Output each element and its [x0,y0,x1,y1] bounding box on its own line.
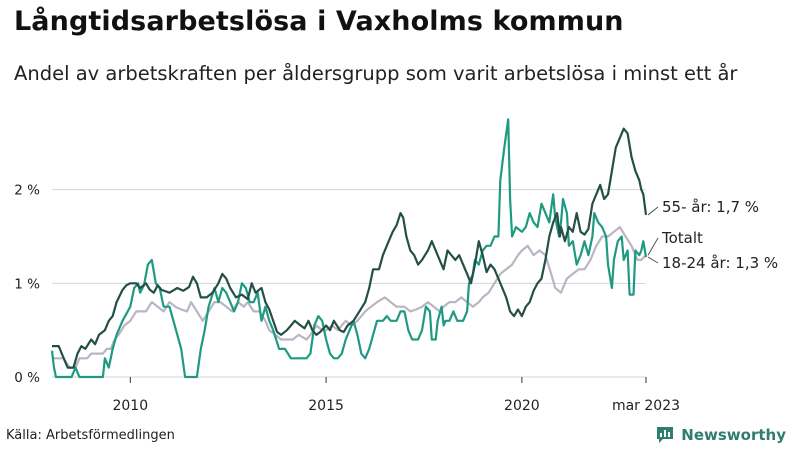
y-tick-label: 0 % [14,370,40,386]
brand-name: Newsworthy [681,426,786,444]
newsworthy-chart-icon [657,427,674,443]
chart-title: Långtidsarbetslösa i Vaxholms kommun [14,6,624,37]
x-tick-label: 2010 [112,398,148,414]
x-tick-label: 2015 [308,398,344,414]
series-line-teal [50,118,648,379]
x-tick-marks [129,377,647,383]
series-lines [50,118,648,379]
end-label-gray: Totalt [661,229,703,247]
chart-subtitle: Andel av arbetskraften per åldersgrupp s… [14,62,738,85]
x-tick-labels: 2010 2015 2020 mar 2023 [112,398,680,414]
y-tick-label: 1 % [14,276,40,292]
end-label-connector [647,256,659,264]
source-note: Källa: Arbetsförmedlingen [6,428,175,443]
series-line-dark [52,127,648,369]
series-line-gray [52,226,647,369]
y-gridlines [52,189,646,378]
end-label-dark: 55- år: 1,7 % [662,198,759,216]
x-tick-label: 2020 [504,398,540,414]
y-tick-label: 2 % [14,183,40,199]
end-label-teal: 18-24 år: 1,3 % [662,254,778,272]
end-label-connector [647,237,659,256]
end-label-connector [647,206,659,216]
end-labels: 55- år: 1,7 % Totalt 18-24 år: 1,3 % [647,198,778,272]
brand-logo[interactable]: Newsworthy [655,425,786,445]
x-tick-label: mar 2023 [612,398,680,414]
y-tick-labels: 0 % 1 % 2 % [14,183,40,386]
